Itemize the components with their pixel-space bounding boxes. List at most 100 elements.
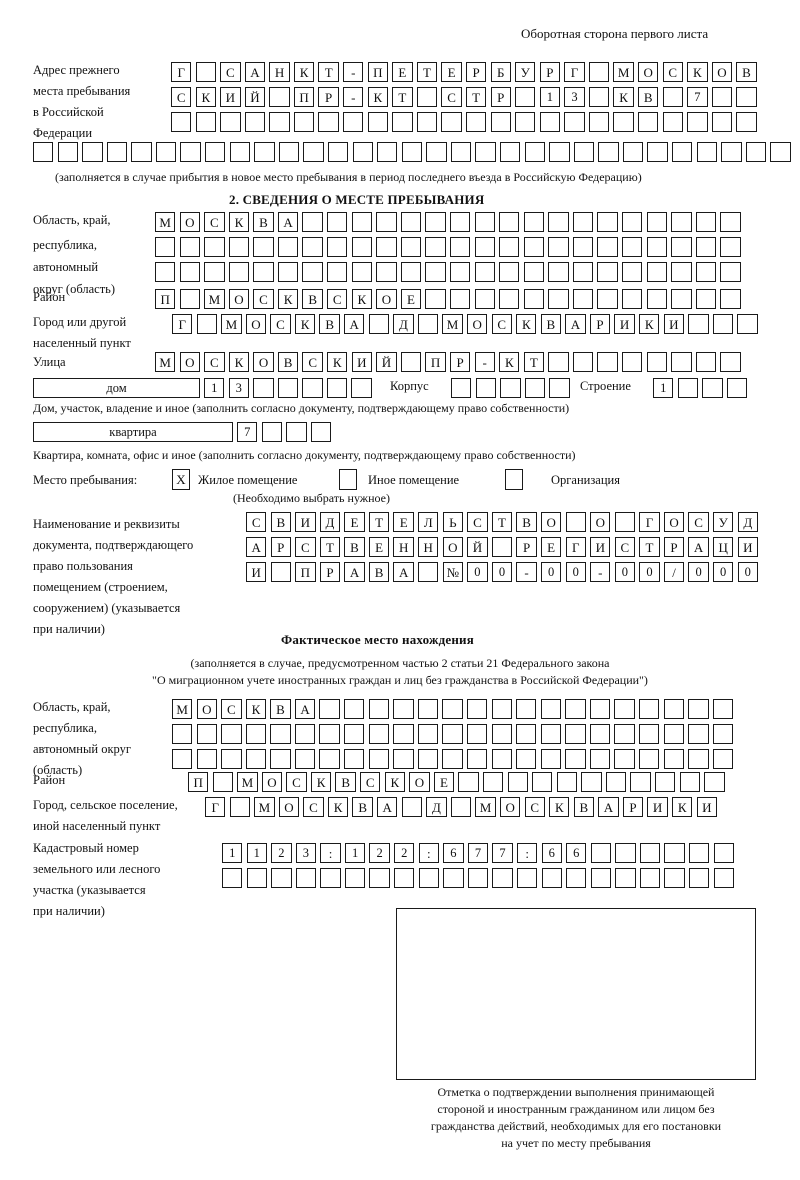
actual-region-row-1-cell-20[interactable]	[638, 699, 660, 720]
cadastral-row-1-cell-19[interactable]	[664, 843, 685, 864]
actual-district-row-1-cell-3[interactable]: М	[237, 772, 258, 793]
prev-address-row-3-cell-15[interactable]	[515, 112, 536, 133]
prev-address-row-4-cell-2[interactable]	[57, 142, 78, 163]
prev-address-row-1-cell-10[interactable]: Е	[392, 62, 413, 83]
document-row-2-cell-4[interactable]: Т	[319, 537, 341, 558]
prev-address-row-1-cell-16[interactable]: Р	[539, 62, 561, 83]
region-row-2-cell-9[interactable]	[351, 237, 373, 258]
actual-district-row-1-cell-16[interactable]	[556, 772, 578, 793]
region-row-1-cell-20[interactable]	[621, 212, 643, 233]
cadastral-row-1-cell-20[interactable]	[688, 843, 710, 864]
region-row-3-cell-3[interactable]	[204, 262, 225, 283]
document-row-2-cell-11[interactable]	[491, 537, 513, 558]
document-row-2-cell-20[interactable]: Ц	[712, 537, 734, 558]
city-row-1-cell-2[interactable]	[196, 314, 217, 335]
korpus-cells-cell-3[interactable]	[500, 378, 521, 399]
city-row-1-cell-22[interactable]	[688, 314, 709, 335]
prev-address-row-3-cell-13[interactable]	[465, 112, 487, 133]
prev-address-row-1-cell-6[interactable]: К	[293, 62, 315, 83]
region-row-1-cell-21[interactable]	[646, 212, 667, 233]
prev-address-row-1-cell-21[interactable]: С	[662, 62, 683, 83]
document-row-3-cell-14[interactable]: 0	[565, 562, 586, 583]
prev-address-row-4-cell-13[interactable]	[327, 142, 349, 163]
actual-region-row-1-cell-3[interactable]: С	[221, 699, 242, 720]
document-row-2-cell-16[interactable]: С	[614, 537, 636, 558]
actual-region-row-3-cell-8[interactable]	[344, 749, 365, 770]
region-row-3[interactable]	[155, 262, 741, 283]
document-row-1-cell-1[interactable]: С	[246, 512, 267, 533]
cadastral-row-2-cell-5[interactable]	[320, 868, 341, 889]
actual-region-row-1-cell-6[interactable]: А	[294, 699, 316, 720]
cadastral-row-2-cell-10[interactable]	[443, 868, 464, 889]
actual-city-row-1-cell-16[interactable]: В	[573, 797, 595, 818]
prev-address-row-1-cell-11[interactable]: Т	[416, 62, 438, 83]
prev-address-row-1-cell-20[interactable]: О	[637, 62, 659, 83]
prev-address-row-4-cell-9[interactable]	[229, 142, 251, 163]
actual-city-row-1-cell-8[interactable]: А	[377, 797, 398, 818]
region-row-2-cell-20[interactable]	[621, 237, 643, 258]
document-row-1-cell-4[interactable]: Д	[319, 512, 341, 533]
cadastral-row-1-cell-9[interactable]: :	[418, 843, 440, 864]
city-row-1-cell-5[interactable]: С	[270, 314, 291, 335]
region-row-1-cell-11[interactable]	[400, 212, 422, 233]
prev-address-row-2-cell-14[interactable]: Р	[490, 87, 511, 108]
cadastral-row-2-cell-8[interactable]	[394, 868, 415, 889]
document-row-3-cell-10[interactable]: 0	[467, 562, 488, 583]
region-row-2-cell-23[interactable]	[695, 237, 717, 258]
stay-type-option-org-checkbox[interactable]	[505, 469, 523, 490]
actual-region-row-3-cell-11[interactable]	[417, 749, 439, 770]
cadastral-row-2-cell-1[interactable]	[222, 868, 243, 889]
actual-region-row-3-cell-10[interactable]	[393, 749, 414, 770]
actual-district-row-1-cell-22[interactable]	[704, 772, 725, 793]
prev-address-row-4[interactable]	[33, 142, 791, 163]
cadastral-row-1-cell-12[interactable]: 7	[492, 843, 513, 864]
cadastral-row-2-cell-4[interactable]	[295, 868, 317, 889]
city-row-1-cell-12[interactable]: М	[442, 314, 463, 335]
actual-region-row-3-cell-6[interactable]	[294, 749, 316, 770]
actual-district-row-1-cell-4[interactable]: О	[261, 772, 283, 793]
actual-region-row-2-cell-18[interactable]	[589, 724, 611, 745]
actual-region-row-1-cell-12[interactable]	[442, 699, 463, 720]
prev-address-row-1-cell-15[interactable]: У	[515, 62, 536, 83]
actual-district-row-1-cell-17[interactable]	[581, 772, 602, 793]
region-row-2-cell-22[interactable]	[671, 237, 692, 258]
actual-region-row-2[interactable]	[172, 724, 734, 745]
document-row-1-cell-12[interactable]: В	[516, 512, 537, 533]
district-row-1-cell-17[interactable]	[548, 289, 569, 310]
prev-address-row-3-cell-5[interactable]	[269, 112, 290, 133]
cadastral-row-1-cell-4[interactable]: 3	[295, 843, 317, 864]
cadastral-row-1-cell-17[interactable]	[615, 843, 636, 864]
cadastral-row-1-cell-2[interactable]: 1	[246, 843, 267, 864]
district-row-1-cell-22[interactable]	[671, 289, 692, 310]
actual-city-row-1-cell-17[interactable]: А	[598, 797, 619, 818]
actual-region-row-3-cell-15[interactable]	[516, 749, 537, 770]
region-row-2-cell-15[interactable]	[499, 237, 520, 258]
cadastral-row-1-cell-3[interactable]: 2	[271, 843, 292, 864]
document-row-1-cell-2[interactable]: В	[270, 512, 291, 533]
region-row-1-cell-5[interactable]: В	[253, 212, 274, 233]
region-row-1-cell-19[interactable]	[597, 212, 618, 233]
street-row-1-cell-4[interactable]: К	[228, 352, 250, 373]
stay-type-option-zhiloe-checkbox[interactable]: X	[172, 469, 190, 490]
region-row-1-cell-1[interactable]: М	[155, 212, 176, 233]
cadastral-row-1-cell-11[interactable]: 7	[467, 843, 489, 864]
prev-address-row-2-cell-4[interactable]: Й	[244, 87, 266, 108]
actual-city-row-1-cell-20[interactable]: К	[671, 797, 693, 818]
actual-region-row-3-cell-2[interactable]	[196, 749, 217, 770]
actual-city-row-1-cell-15[interactable]: К	[549, 797, 570, 818]
prev-address-row-4-cell-3[interactable]	[82, 142, 103, 163]
district-row-1-cell-11[interactable]: Е	[400, 289, 422, 310]
actual-district-row-1-cell-14[interactable]	[507, 772, 528, 793]
actual-region-row-3-cell-9[interactable]	[368, 749, 390, 770]
stroenie-cells-cell-4[interactable]	[726, 378, 748, 399]
prev-address-row-4-cell-26[interactable]	[647, 142, 668, 163]
actual-city-row-1-cell-2[interactable]	[229, 797, 250, 818]
region-row-3-cell-18[interactable]	[572, 262, 594, 283]
document-row-3-cell-9[interactable]: №	[442, 562, 464, 583]
cadastral-row-2-cell-19[interactable]	[664, 868, 685, 889]
prev-address-row-3-cell-7[interactable]	[318, 112, 339, 133]
actual-region-row-3-cell-4[interactable]	[245, 749, 267, 770]
city-row-1-cell-11[interactable]	[417, 314, 439, 335]
actual-region-row-3-cell-21[interactable]	[663, 749, 684, 770]
document-row-1-cell-17[interactable]: Г	[639, 512, 660, 533]
